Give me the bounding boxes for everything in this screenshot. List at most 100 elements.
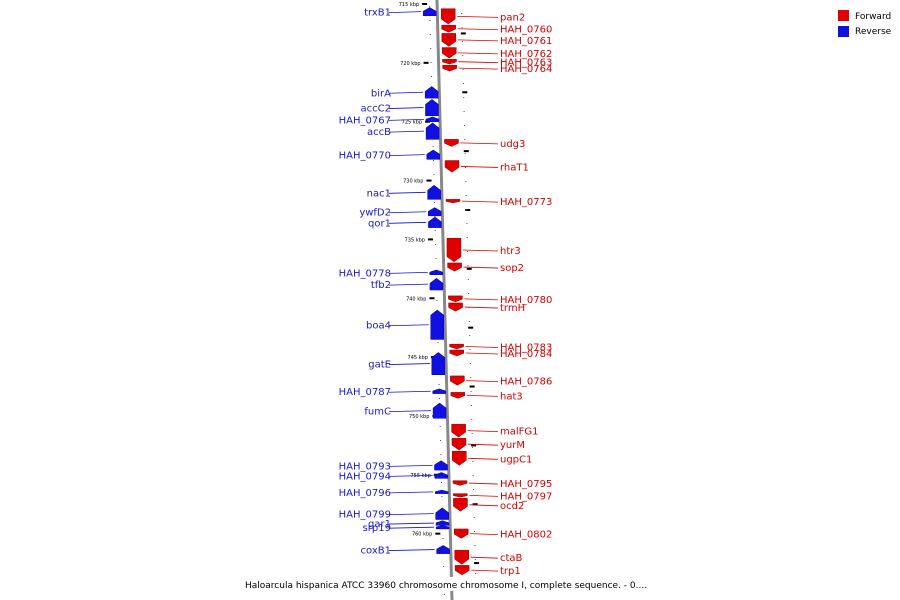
gene-hah-0786[interactable]: HAH_0786	[450, 375, 552, 388]
gene-arrow[interactable]	[425, 99, 439, 117]
gene-tfb2[interactable]: tfb2	[371, 277, 444, 291]
gene-label[interactable]: qor1	[368, 218, 391, 229]
gene-arrow[interactable]	[435, 489, 449, 494]
gene-label[interactable]: trp1	[500, 566, 521, 577]
gene-arrow[interactable]	[454, 549, 470, 565]
gene-label[interactable]: HAH_0760	[500, 25, 552, 36]
gene-malfg1[interactable]: malFG1	[451, 423, 539, 438]
gene-accb[interactable]: accB	[367, 122, 440, 140]
gene-hah-0783[interactable]: HAH_0783	[449, 343, 553, 354]
gene-arrow[interactable]	[432, 388, 446, 394]
gene-hah-0802[interactable]: HAH_0802	[453, 528, 552, 541]
gene-label[interactable]: HAH_0773	[500, 197, 552, 208]
gene-htr3[interactable]: htr3	[446, 237, 521, 263]
gene-arrow[interactable]	[426, 149, 440, 160]
gene-boa4[interactable]: boa4	[366, 309, 445, 340]
gene-arrow[interactable]	[425, 122, 440, 140]
gene-label[interactable]: HAH_0778	[339, 268, 391, 279]
gene-nac1[interactable]: nac1	[367, 184, 441, 200]
gene-hah-0799[interactable]: HAH_0799	[339, 507, 449, 521]
gene-label[interactable]: HAH_0796	[339, 488, 391, 499]
gene-gate[interactable]: gatE	[368, 352, 446, 376]
gene-label[interactable]: accC2	[361, 104, 391, 115]
gene-arrow[interactable]	[449, 349, 465, 357]
gene-hah-0793[interactable]: HAH_0793	[339, 460, 448, 473]
gene-hah-0770[interactable]: HAH_0770	[339, 149, 440, 162]
gene-arrow[interactable]	[429, 277, 444, 291]
gene-qor1[interactable]: qor1	[368, 216, 442, 229]
gene-pan2[interactable]: pan2	[440, 8, 525, 25]
gene-arrow[interactable]	[448, 295, 463, 303]
gene-arrow[interactable]	[452, 451, 467, 466]
gene-label[interactable]: tfb2	[371, 280, 391, 291]
gene-ugpc1[interactable]: ugpC1	[452, 451, 532, 466]
gene-hah-0763[interactable]: HAH_0763	[442, 58, 552, 69]
gene-label[interactable]: birA	[371, 88, 391, 99]
gene-label[interactable]: HAH_0762	[500, 49, 552, 60]
gene-arrow[interactable]	[424, 86, 439, 99]
gene-arrow[interactable]	[453, 528, 469, 539]
gene-arrow[interactable]	[441, 33, 457, 47]
gene-arrow[interactable]	[429, 269, 444, 275]
gene-arrow[interactable]	[435, 507, 449, 520]
gene-label[interactable]: trmH	[500, 303, 525, 314]
gene-label[interactable]: HAH_0783	[500, 343, 552, 354]
gene-arrow[interactable]	[434, 460, 448, 471]
gene-arrow[interactable]	[431, 352, 446, 376]
gene-label[interactable]: HAH_0799	[339, 510, 391, 521]
gene-ywfd2[interactable]: ywfD2	[359, 207, 442, 219]
gene-label[interactable]: HAH_0794	[339, 471, 391, 482]
gene-hah-0784[interactable]: HAH_0784	[449, 349, 553, 360]
gene-bira[interactable]: birA	[371, 86, 439, 99]
gene-arrow[interactable]	[450, 392, 466, 399]
gene-label[interactable]: HAH_0784	[500, 349, 552, 360]
gene-srp19[interactable]: srp19	[363, 523, 450, 534]
gene-hah-0795[interactable]: HAH_0795	[452, 479, 552, 490]
gene-coxb1[interactable]: coxB1	[361, 545, 450, 557]
gene-udg3[interactable]: udg3	[444, 139, 525, 150]
gene-arrow[interactable]	[434, 472, 449, 479]
gene-arrow[interactable]	[441, 24, 456, 33]
gene-label[interactable]: HAH_0786	[500, 377, 552, 388]
gene-arrow[interactable]	[448, 302, 463, 312]
gene-label[interactable]: HAH_0787	[339, 387, 391, 398]
gene-label[interactable]: malFG1	[500, 427, 539, 438]
gene-fumc[interactable]: fumC	[364, 402, 447, 419]
gene-arrow[interactable]	[436, 545, 450, 554]
gene-arrow[interactable]	[445, 199, 461, 204]
gene-hah-0767[interactable]: HAH_0767	[339, 115, 440, 126]
gene-label[interactable]: gar1	[368, 519, 391, 530]
gene-arrow[interactable]	[451, 423, 466, 438]
gene-arrow[interactable]	[454, 565, 470, 576]
gene-arrow[interactable]	[422, 7, 437, 17]
gene-label[interactable]: sop2	[500, 263, 524, 274]
gene-label[interactable]: gatE	[368, 360, 391, 371]
gene-hah-0797[interactable]: HAH_0797	[453, 491, 552, 502]
gene-hah-0764[interactable]: HAH_0764	[442, 64, 553, 75]
gene-label[interactable]: ywfD2	[359, 208, 391, 219]
gene-hah-0778[interactable]: HAH_0778	[339, 268, 444, 279]
gene-arrow[interactable]	[425, 116, 440, 122]
gene-label[interactable]: yurM	[500, 440, 525, 451]
gene-arrow[interactable]	[427, 184, 441, 200]
gene-accc2[interactable]: accC2	[361, 99, 439, 117]
gene-arrow[interactable]	[442, 64, 457, 72]
gene-label[interactable]: HAH_0761	[500, 36, 552, 47]
gene-label[interactable]: ocd2	[500, 501, 524, 512]
gene-hah-0794[interactable]: HAH_0794	[339, 471, 449, 482]
gene-label[interactable]: HAH_0795	[500, 479, 552, 490]
gene-hah-0762[interactable]: HAH_0762	[441, 47, 552, 60]
gene-label[interactable]: HAH_0802	[500, 530, 552, 541]
gene-arrow[interactable]	[450, 375, 465, 386]
gene-label[interactable]: fumC	[364, 407, 391, 418]
gene-arrow[interactable]	[435, 520, 450, 526]
gene-label[interactable]: hat3	[500, 391, 523, 402]
gene-ocd2[interactable]: ocd2	[453, 498, 524, 512]
gene-arrow[interactable]	[427, 207, 442, 217]
gene-label[interactable]: udg3	[500, 139, 525, 150]
gene-arrow[interactable]	[449, 343, 464, 350]
gene-ctab[interactable]: ctaB	[454, 549, 523, 565]
gene-label[interactable]: rhaT1	[500, 162, 529, 173]
gene-gar1[interactable]: gar1	[368, 519, 450, 530]
gene-arrow[interactable]	[442, 59, 457, 65]
